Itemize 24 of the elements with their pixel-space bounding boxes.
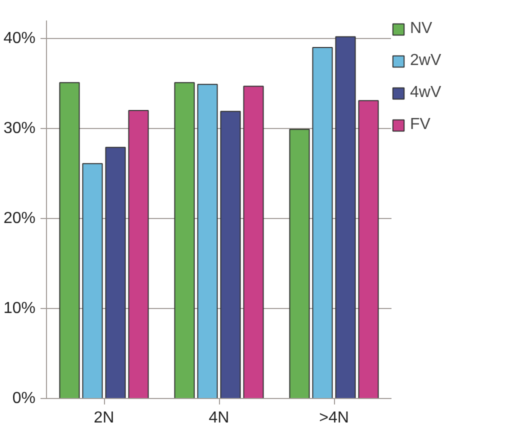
y-tick-label: 0% [12,390,36,407]
bar [312,47,333,398]
bar [128,110,149,398]
bar [59,82,80,398]
y-tick-label: 10% [3,300,36,317]
y-tick-label: 20% [3,210,36,227]
bar [358,100,379,398]
legend-label: 4wV [410,84,442,102]
bar [220,110,241,398]
x-tick-label: 2N [94,410,114,426]
bar [243,86,264,398]
y-tick-label: 40% [3,30,36,47]
legend-label: NV [410,20,432,38]
x-tick-label: 4N [208,410,230,426]
bar [289,128,310,398]
bar [105,146,126,398]
bar [82,163,103,398]
legend-label: FV [410,116,430,134]
x-tick-label: >4N [319,410,349,426]
legend-label: 2wV [410,52,442,70]
bar [197,84,218,398]
y-tick-label: 30% [3,120,36,137]
bar [174,82,195,398]
bar [335,36,356,398]
